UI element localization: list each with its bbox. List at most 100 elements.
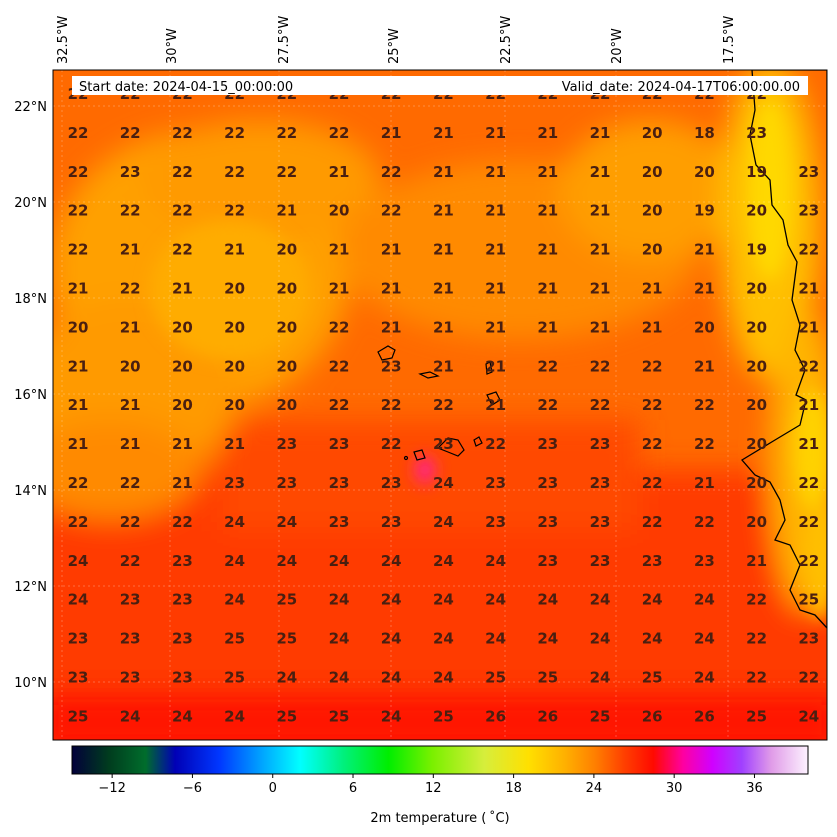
grid-value: 21	[537, 318, 558, 336]
grid-value: 25	[68, 707, 89, 725]
grid-value: 22	[433, 396, 454, 414]
grid-value: 24	[433, 669, 454, 687]
lat-label: 14°N	[14, 484, 47, 499]
grid-value: 20	[746, 280, 767, 298]
grid-value: 23	[381, 474, 402, 492]
grid-value: 19	[746, 163, 767, 181]
grid-value: 21	[433, 318, 454, 336]
grid-value: 22	[537, 357, 558, 375]
grid-value: 21	[642, 280, 663, 298]
grid-value: 21	[537, 241, 558, 259]
grid-value: 22	[694, 513, 715, 531]
colorbar-title: 2m temperature ( ˚C)	[370, 810, 509, 826]
grid-value: 22	[224, 202, 245, 220]
grid-value: 19	[746, 241, 767, 259]
grid-value: 23	[798, 163, 819, 181]
grid-value: 24	[433, 630, 454, 648]
grid-value: 24	[694, 669, 715, 687]
grid-value: 20	[746, 513, 767, 531]
grid-value: 21	[590, 241, 611, 259]
grid-value: 25	[746, 707, 767, 725]
grid-value: 24	[433, 513, 454, 531]
grid-value: 24	[381, 552, 402, 570]
grid-value: 21	[172, 435, 193, 453]
grid-value: 21	[381, 318, 402, 336]
grid-value: 21	[485, 202, 506, 220]
grid-value: 21	[68, 396, 89, 414]
grid-value: 21	[120, 241, 141, 259]
grid-value: 24	[537, 591, 558, 609]
grid-value: 22	[590, 396, 611, 414]
grid-value: 22	[224, 124, 245, 142]
grid-value: 22	[224, 163, 245, 181]
grid-value: 20	[276, 241, 297, 259]
colorbar-tick-label: 36	[746, 781, 763, 796]
colorbar-tick-label: −6	[183, 781, 202, 796]
grid-value: 21	[694, 241, 715, 259]
grid-value: 23	[381, 513, 402, 531]
grid-value: 21	[590, 163, 611, 181]
lon-label: 25°W	[387, 28, 402, 64]
grid-value: 22	[120, 552, 141, 570]
grid-value: 22	[172, 163, 193, 181]
grid-value: 20	[276, 357, 297, 375]
grid-value: 21	[590, 318, 611, 336]
grid-value: 22	[120, 202, 141, 220]
grid-value: 21	[68, 435, 89, 453]
grid-value: 25	[798, 591, 819, 609]
grid-value: 18	[694, 124, 715, 142]
grid-value: 23	[276, 435, 297, 453]
grid-value: 23	[537, 435, 558, 453]
grid-value: 24	[642, 630, 663, 648]
grid-value: 22	[381, 435, 402, 453]
grid-value: 24	[276, 669, 297, 687]
grid-value: 23	[172, 552, 193, 570]
grid-value: 22	[798, 357, 819, 375]
grid-value: 22	[68, 202, 89, 220]
temperature-field: 22 22 22 22 22 22 22 22 22 22 22 22 22 22 22 22 22 22 22 22…	[53, 70, 827, 740]
grid-value: 21	[381, 280, 402, 298]
grid-value: 23	[485, 474, 506, 492]
grid-value: 24	[433, 474, 454, 492]
grid-value: 22	[798, 669, 819, 687]
colorbar-tick-label: 18	[505, 781, 522, 796]
lon-label: 32.5°W	[56, 16, 71, 64]
grid-value: 24	[276, 552, 297, 570]
grid-value: 25	[642, 669, 663, 687]
grid-value: 20	[329, 202, 350, 220]
grid-value: 23	[590, 552, 611, 570]
grid-value: 23	[381, 357, 402, 375]
grid-value: 20	[224, 280, 245, 298]
grid-value: 22	[642, 513, 663, 531]
colorbar-tick-label: 12	[425, 781, 442, 796]
grid-value: 21	[694, 280, 715, 298]
grid-value: 24	[642, 591, 663, 609]
grid-value: 21	[224, 435, 245, 453]
grid-value: 21	[798, 396, 819, 414]
grid-value: 20	[224, 357, 245, 375]
grid-value: 21	[590, 280, 611, 298]
grid-value: 20	[276, 318, 297, 336]
grid-value: 22	[537, 396, 558, 414]
grid-value: 22	[172, 202, 193, 220]
grid-value: 24	[68, 552, 89, 570]
grid-value: 23	[120, 163, 141, 181]
lat-label: 22°N	[14, 100, 47, 115]
grid-value: 25	[329, 707, 350, 725]
grid-value: 25	[276, 707, 297, 725]
grid-value: 24	[485, 630, 506, 648]
grid-value: 23	[172, 669, 193, 687]
grid-value: 20	[224, 318, 245, 336]
grid-value: 20	[746, 435, 767, 453]
grid-value: 21	[120, 318, 141, 336]
grid-value: 22	[329, 124, 350, 142]
grid-value: 21	[537, 163, 558, 181]
grid-value: 23	[694, 552, 715, 570]
grid-value: 21	[276, 202, 297, 220]
grid-value: 23	[224, 474, 245, 492]
lon-label: 30°W	[165, 28, 180, 64]
grid-value: 23	[329, 435, 350, 453]
grid-value: 22	[694, 396, 715, 414]
grid-value: 25	[224, 669, 245, 687]
lat-label: 10°N	[14, 676, 47, 691]
